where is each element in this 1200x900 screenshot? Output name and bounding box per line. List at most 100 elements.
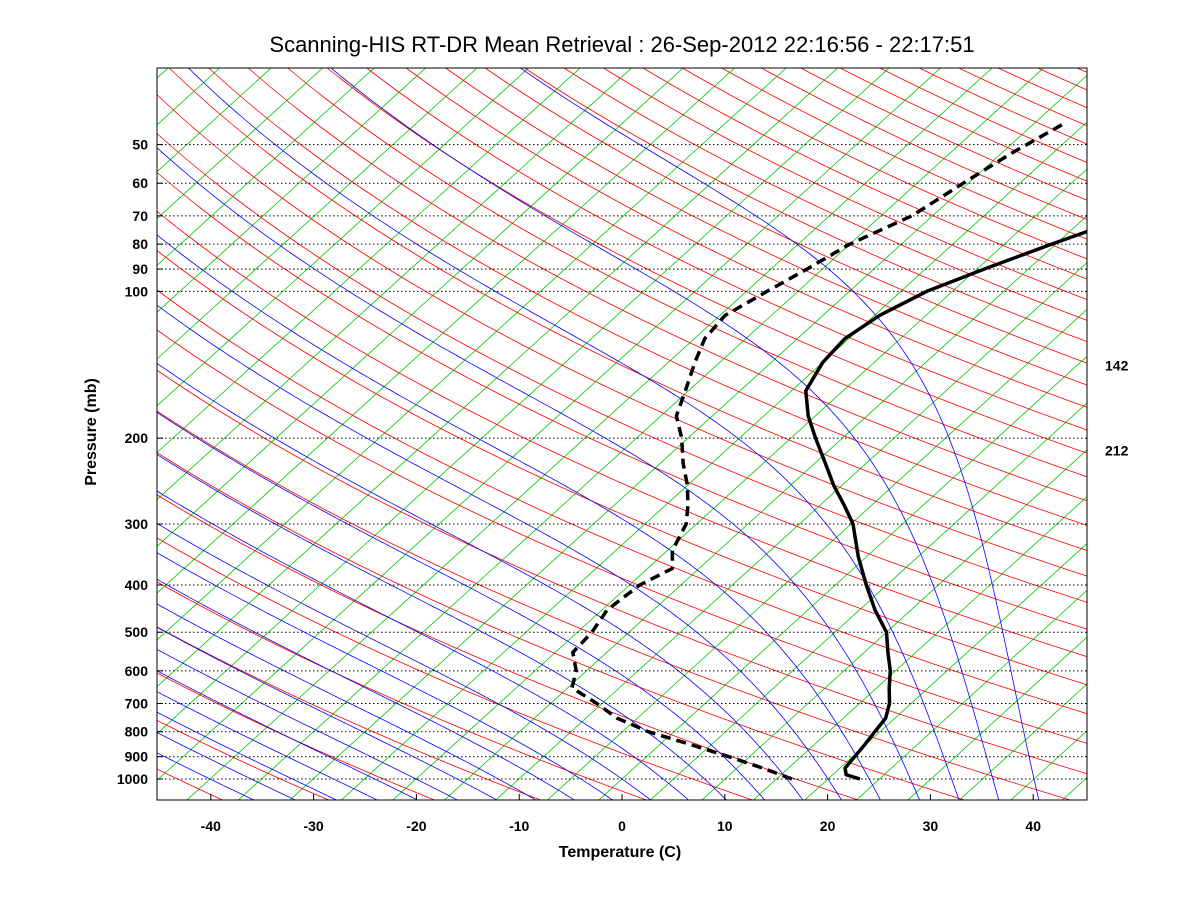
- dry-adiabat-line: [157, 171, 1087, 630]
- dry-adiabat-line: [157, 410, 1072, 800]
- dry-adiabat-line: [157, 133, 1087, 603]
- isotherm-line: [157, 68, 787, 641]
- isotherm-line: [157, 68, 478, 360]
- x-tick-label: -30: [303, 818, 323, 834]
- isotherm-line: [649, 402, 1087, 800]
- x-axis-label: Temperature (C): [559, 844, 681, 861]
- y-tick-label: 400: [125, 577, 149, 593]
- moist-adiabat-line: [157, 453, 728, 800]
- moist-adiabat-lines: [157, 68, 1040, 800]
- dry-adiabat-line: [157, 537, 754, 800]
- isotherm-line: [495, 262, 1087, 800]
- right-annotation-label: 212: [1105, 443, 1129, 459]
- dry-adiabat-line: [405, 68, 1087, 408]
- right-annotation-label: 142: [1105, 358, 1129, 374]
- dry-adiabat-line: [287, 68, 1087, 478]
- isotherm-line: [855, 589, 1087, 800]
- profile-lines: [570, 120, 1087, 781]
- dry-adiabat-line: [800, 68, 1087, 201]
- isotherm-lines: [157, 68, 1087, 800]
- dry-adiabat-line: [444, 68, 1087, 386]
- temperature-profile-line: [804, 229, 1087, 781]
- y-tick-label: 500: [125, 624, 149, 640]
- y-ticks: 50 60 70 80 90 100 200 300 400 500 600 700 800 900 100…: [117, 137, 163, 787]
- dry-adiabat-line: [208, 68, 1087, 526]
- moist-adiabat-line: [157, 691, 379, 800]
- moist-adiabat-line: [157, 578, 576, 800]
- y-tick-label: 60: [132, 175, 148, 191]
- isotherm-line: [289, 74, 1087, 800]
- background-lines: [157, 68, 1087, 800]
- dry-adiabat-line: [366, 68, 1087, 431]
- isotherm-line: [546, 308, 1087, 800]
- x-tick-label: -10: [509, 818, 529, 834]
- moist-adiabat-line: [157, 732, 297, 800]
- x-ticks: -40 -30 -20 -10 0 10 20 30 40: [201, 794, 1041, 834]
- x-tick-label: 0: [618, 818, 626, 834]
- moist-adiabat-line: [157, 522, 652, 800]
- moist-adiabat-line: [519, 68, 1040, 800]
- chart-title: Scanning-HIS RT-DR Mean Retrieval : 26-S…: [269, 32, 974, 57]
- dry-adiabat-line: [523, 68, 1087, 343]
- dry-adiabat-line: [157, 369, 1087, 775]
- isotherm-line: [157, 68, 633, 500]
- dry-adiabat-line: [168, 68, 1087, 551]
- moist-adiabat-line: [157, 603, 537, 800]
- moist-adiabat-line: [157, 411, 766, 800]
- isotherm-line: [157, 68, 684, 547]
- isotherm-line: [392, 168, 1087, 800]
- dry-adiabat-line: [157, 494, 860, 800]
- moist-adiabat-line: [157, 626, 498, 800]
- isotherm-line: [701, 449, 1087, 800]
- y-tick-label: 70: [132, 208, 148, 224]
- moist-adiabat-line: [157, 490, 690, 800]
- isotherm-line: [157, 68, 427, 313]
- dry-adiabat-line: [157, 626, 542, 800]
- x-tick-label: 40: [1025, 818, 1041, 834]
- dry-adiabat-line: [157, 581, 648, 800]
- isotherm-line: [907, 636, 1087, 800]
- dry-adiabat-line: [157, 250, 1087, 686]
- y-axis-label: Pressure (mb): [83, 378, 100, 486]
- dry-adiabat-line: [157, 289, 1087, 715]
- dry-adiabat-line: [247, 68, 1087, 502]
- dry-adiabat-line: [326, 68, 1087, 454]
- moist-adiabat-line: [157, 147, 920, 800]
- y-tick-label: 300: [125, 516, 149, 532]
- moist-adiabat-line: [157, 648, 459, 800]
- dry-adiabat-line: [563, 68, 1087, 321]
- dry-adiabat-line: [681, 68, 1087, 260]
- moist-adiabat-line: [157, 711, 338, 800]
- moist-adiabat-line: [157, 552, 614, 800]
- isotherm-line: [157, 68, 530, 407]
- moist-adiabat-line: [157, 752, 255, 800]
- isotherm-line: [157, 68, 942, 781]
- dry-adiabat-line: [642, 68, 1087, 280]
- dry-adiabat-line: [484, 68, 1087, 364]
- moist-adiabat-line: [157, 234, 881, 800]
- y-tick-label: 600: [125, 663, 149, 679]
- moist-adiabat-line: [157, 362, 804, 800]
- y-tick-label: 100: [125, 283, 149, 299]
- dry-adiabat-line: [157, 672, 436, 800]
- isotherm-line: [186, 68, 993, 800]
- y-tick-label: 90: [132, 261, 148, 277]
- isotherm-line: [157, 68, 581, 454]
- moist-adiabat-line: [157, 304, 842, 800]
- dry-adiabat-line: [760, 68, 1087, 220]
- dry-adiabat-line: [602, 68, 1087, 301]
- y-tick-label: 1000: [117, 771, 148, 787]
- y-tick-label: 80: [132, 236, 148, 252]
- dry-adiabat-line: [157, 452, 966, 800]
- dry-adiabat-line: [157, 210, 1087, 658]
- dry-adiabat-line: [157, 94, 1087, 577]
- dewpoint-profile-line: [570, 120, 1068, 781]
- x-tick-label: 20: [820, 818, 836, 834]
- moist-adiabat-line: [157, 670, 419, 800]
- y-tick-label: 800: [125, 724, 149, 740]
- isotherm-line: [752, 496, 1087, 800]
- y-tick-label: 50: [132, 137, 148, 153]
- isotherm-line: [237, 68, 1045, 800]
